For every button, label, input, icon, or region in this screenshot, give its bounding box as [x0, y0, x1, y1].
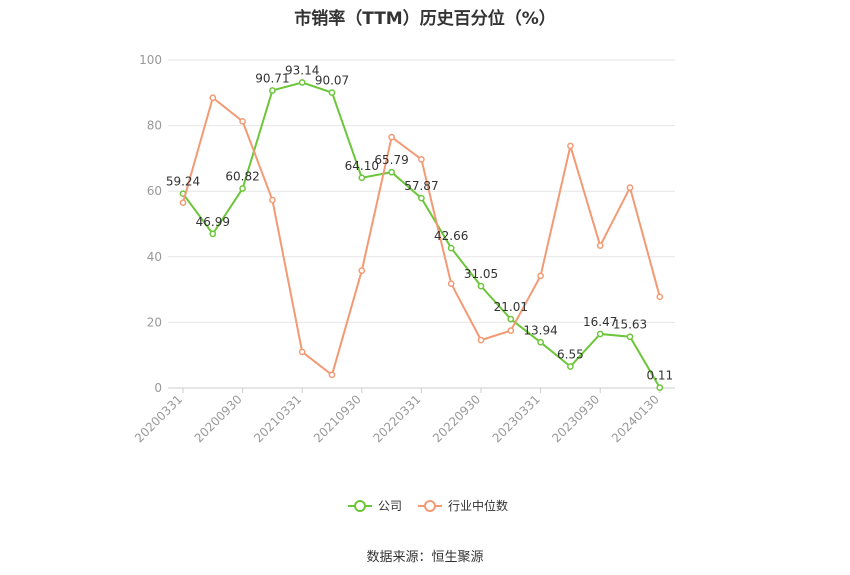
data-point: [328, 89, 336, 96]
series-line-company: [182, 81, 661, 389]
x-tick-label: 20230930: [549, 392, 602, 445]
x-tick-label: 20220331: [370, 392, 423, 445]
data-label: 60.82: [225, 170, 259, 184]
data-point: [328, 371, 336, 379]
data-label: 93.14: [285, 64, 319, 78]
data-point: [239, 117, 246, 125]
data-point: [507, 315, 515, 323]
data-label: 15.63: [613, 318, 647, 332]
chart-title: 市销率（TTM）历史百分位（%）: [294, 9, 556, 29]
data-label: 13.94: [523, 323, 557, 337]
y-tick-label: 20: [147, 315, 162, 329]
data-point: [358, 267, 366, 274]
y-tick-label: 100: [139, 53, 162, 67]
data-point: [507, 327, 515, 334]
y-tick-label: 80: [147, 119, 162, 133]
data-point: [596, 330, 604, 338]
data-point: [388, 133, 395, 141]
data-point: [567, 363, 574, 370]
data-point: [269, 196, 276, 204]
legend-label: 行业中位数: [448, 498, 508, 513]
data-point: [477, 336, 485, 344]
data-point: [656, 293, 664, 301]
data-point: [537, 272, 544, 280]
data-source-note: 数据来源：恒生聚源: [366, 550, 484, 565]
data-point: [626, 184, 634, 191]
x-tick-label: 20220930: [430, 392, 483, 445]
data-point: [209, 230, 217, 238]
data-point: [596, 242, 604, 249]
y-tick-label: 40: [147, 250, 162, 264]
data-point: [656, 384, 664, 391]
x-tick-label: 20200331: [132, 392, 185, 445]
data-point: [537, 338, 544, 346]
data-label: 90.71: [255, 71, 289, 85]
x-tick-label: 20240130: [609, 392, 662, 445]
data-point: [388, 168, 395, 176]
data-point: [447, 244, 455, 252]
data-point: [298, 348, 306, 356]
data-label: 59.24: [166, 175, 200, 189]
x-tick-label: 20230331: [490, 392, 543, 445]
data-point: [239, 185, 246, 192]
legend-label: 公司: [378, 499, 402, 513]
y-tick-label: 0: [154, 381, 162, 395]
data-label: 21.01: [494, 300, 528, 314]
data-point: [269, 87, 276, 94]
legend-marker-industry: [424, 500, 436, 512]
data-label: 6.55: [557, 348, 584, 362]
data-label: 57.87: [404, 179, 438, 193]
data-point: [626, 333, 634, 341]
data-label: 31.05: [464, 267, 498, 281]
y-tick-label: 60: [147, 184, 162, 198]
x-tick-label: 20210331: [251, 392, 304, 445]
data-point: [477, 282, 485, 290]
data-point: [209, 94, 217, 102]
x-tick-label: 20200930: [192, 392, 245, 445]
data-point: [298, 79, 306, 86]
x-tick-label: 20210930: [311, 392, 364, 445]
data-point: [418, 156, 425, 163]
data-label: 16.47: [583, 315, 617, 329]
data-label: 90.07: [315, 74, 349, 88]
series-line-industry: [182, 96, 661, 377]
data-point: [418, 194, 425, 202]
data-point: [358, 174, 366, 182]
data-label: 64.10: [345, 159, 379, 173]
data-label: 65.79: [374, 153, 408, 167]
data-label: 46.99: [196, 215, 230, 229]
legend-marker-company: [354, 500, 366, 512]
data-label: 42.66: [434, 229, 468, 243]
data-point: [447, 280, 455, 288]
data-point: [179, 199, 187, 207]
data-label: 0.11: [646, 369, 673, 383]
data-point: [567, 142, 574, 150]
